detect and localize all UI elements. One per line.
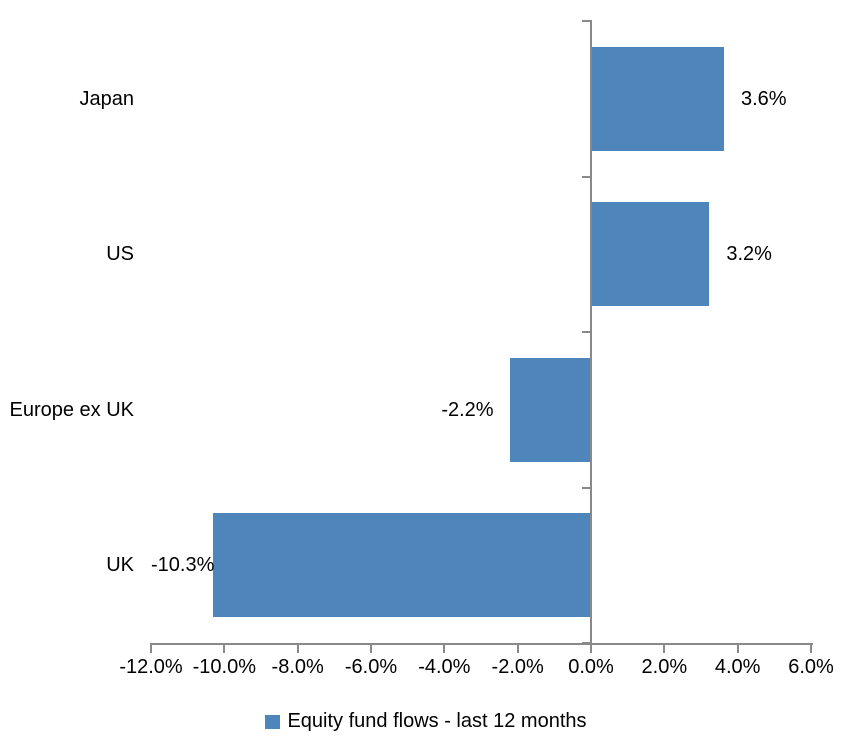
- legend: Equity fund flows - last 12 months: [0, 710, 852, 733]
- bar-us: [592, 202, 710, 307]
- y-axis-zero-line: [590, 20, 592, 645]
- x-axis-tick-label: -10.0%: [192, 656, 257, 678]
- y-axis-tick: [582, 175, 590, 178]
- x-axis-tick-label: 4.0%: [714, 656, 761, 678]
- category-label-us: US: [106, 243, 134, 266]
- category-label-europe-ex-uk: Europe ex UK: [9, 398, 134, 421]
- value-label-japan: 3.6%: [741, 87, 787, 110]
- value-label-uk: -10.3%: [151, 554, 215, 577]
- x-axis-tick-label: -2.0%: [491, 656, 544, 678]
- x-axis-tick: [296, 643, 299, 653]
- x-axis-tick: [663, 643, 666, 653]
- x-axis-tick: [370, 643, 372, 653]
- x-axis-line: [151, 643, 813, 645]
- y-axis-tick: [582, 486, 590, 489]
- x-axis-tick-label: -4.0%: [418, 656, 471, 678]
- x-axis-tick: [736, 643, 739, 653]
- x-axis-tick: [150, 643, 152, 653]
- legend-marker-icon: [265, 714, 281, 729]
- bar-uk: [213, 513, 591, 618]
- x-axis-tick: [590, 643, 592, 653]
- x-axis-tick: [223, 643, 226, 653]
- bar-europe-ex-uk: [510, 357, 591, 462]
- bar-japan: [592, 46, 724, 151]
- legend-label: Equity fund flows - last 12 months: [287, 710, 587, 732]
- category-label-uk: UK: [106, 554, 134, 577]
- value-label-us: 3.2%: [726, 243, 772, 266]
- x-axis-tick-label: 6.0%: [788, 656, 834, 678]
- x-axis-tick: [516, 643, 519, 653]
- y-axis-tick: [582, 331, 590, 333]
- x-axis-tick-label: -8.0%: [271, 656, 324, 678]
- value-label-europe-ex-uk: -2.2%: [441, 398, 494, 421]
- x-axis-tick: [810, 643, 812, 653]
- category-label-japan: Japan: [79, 87, 135, 110]
- y-axis-tick: [582, 20, 590, 22]
- x-axis-tick-label: 2.0%: [641, 656, 688, 678]
- x-axis-tick-label: -12.0%: [119, 656, 183, 678]
- x-axis-tick: [443, 643, 446, 653]
- x-axis-tick-label: -6.0%: [344, 656, 398, 678]
- x-axis-tick-label: 0.0%: [568, 656, 614, 678]
